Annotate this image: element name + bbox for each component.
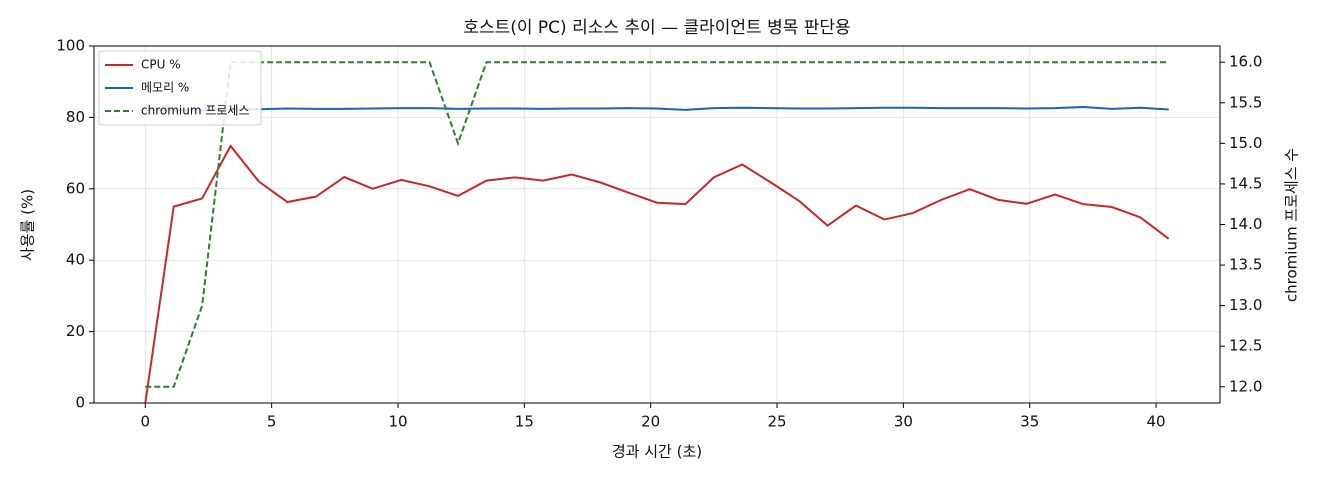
- x-tick-label: 10: [388, 413, 407, 431]
- x-tick-label: 15: [515, 413, 534, 431]
- y2-tick-label: 15.5: [1229, 93, 1262, 111]
- y-tick-label: 60: [66, 179, 85, 197]
- y2-tick-label: 16.0: [1229, 53, 1262, 71]
- y-tick-label: 100: [56, 37, 85, 55]
- plot-frame: [93, 45, 1221, 404]
- chart-title: 호스트(이 PC) 리소스 추이 — 클라이언트 병목 판단용: [463, 18, 850, 38]
- x-tick-label: 35: [1020, 413, 1039, 431]
- series-line: [145, 106, 1169, 112]
- y2-tick-label: 13.5: [1229, 256, 1262, 274]
- y2-axis-label: chromium 프로세스 수: [1283, 148, 1301, 302]
- y2-tick-label: 14.5: [1229, 174, 1262, 192]
- series-line: [144, 144, 1170, 404]
- legend-label: 메모리 %: [141, 81, 189, 95]
- y-tick-label: 80: [66, 108, 85, 126]
- x-tick-label: 30: [894, 413, 913, 431]
- y-axis-label: 사용률 (%): [19, 189, 37, 261]
- y-tick-label: 0: [75, 394, 85, 412]
- x-tick-label: 5: [267, 413, 277, 431]
- legend-box: [98, 50, 262, 126]
- legend-label: CPU %: [141, 58, 181, 72]
- y-tick-label: 40: [66, 251, 85, 269]
- x-axis-label: 경과 시간 (초): [612, 443, 702, 461]
- y2-tick-label: 12.0: [1229, 377, 1262, 395]
- series-line: [145, 61, 1169, 388]
- y2-tick-label: 14.0: [1229, 215, 1262, 233]
- legend-label: chromium 프로세스: [141, 104, 250, 118]
- x-tick-label: 0: [141, 413, 151, 431]
- x-tick-label: 20: [641, 413, 660, 431]
- y2-tick-label: 12.5: [1229, 337, 1262, 355]
- y-tick-label: 20: [66, 322, 85, 340]
- x-tick-label: 25: [767, 413, 786, 431]
- x-tick-label: 40: [1147, 413, 1166, 431]
- y2-tick-label: 15.0: [1229, 134, 1262, 152]
- y2-tick-label: 13.0: [1229, 296, 1262, 314]
